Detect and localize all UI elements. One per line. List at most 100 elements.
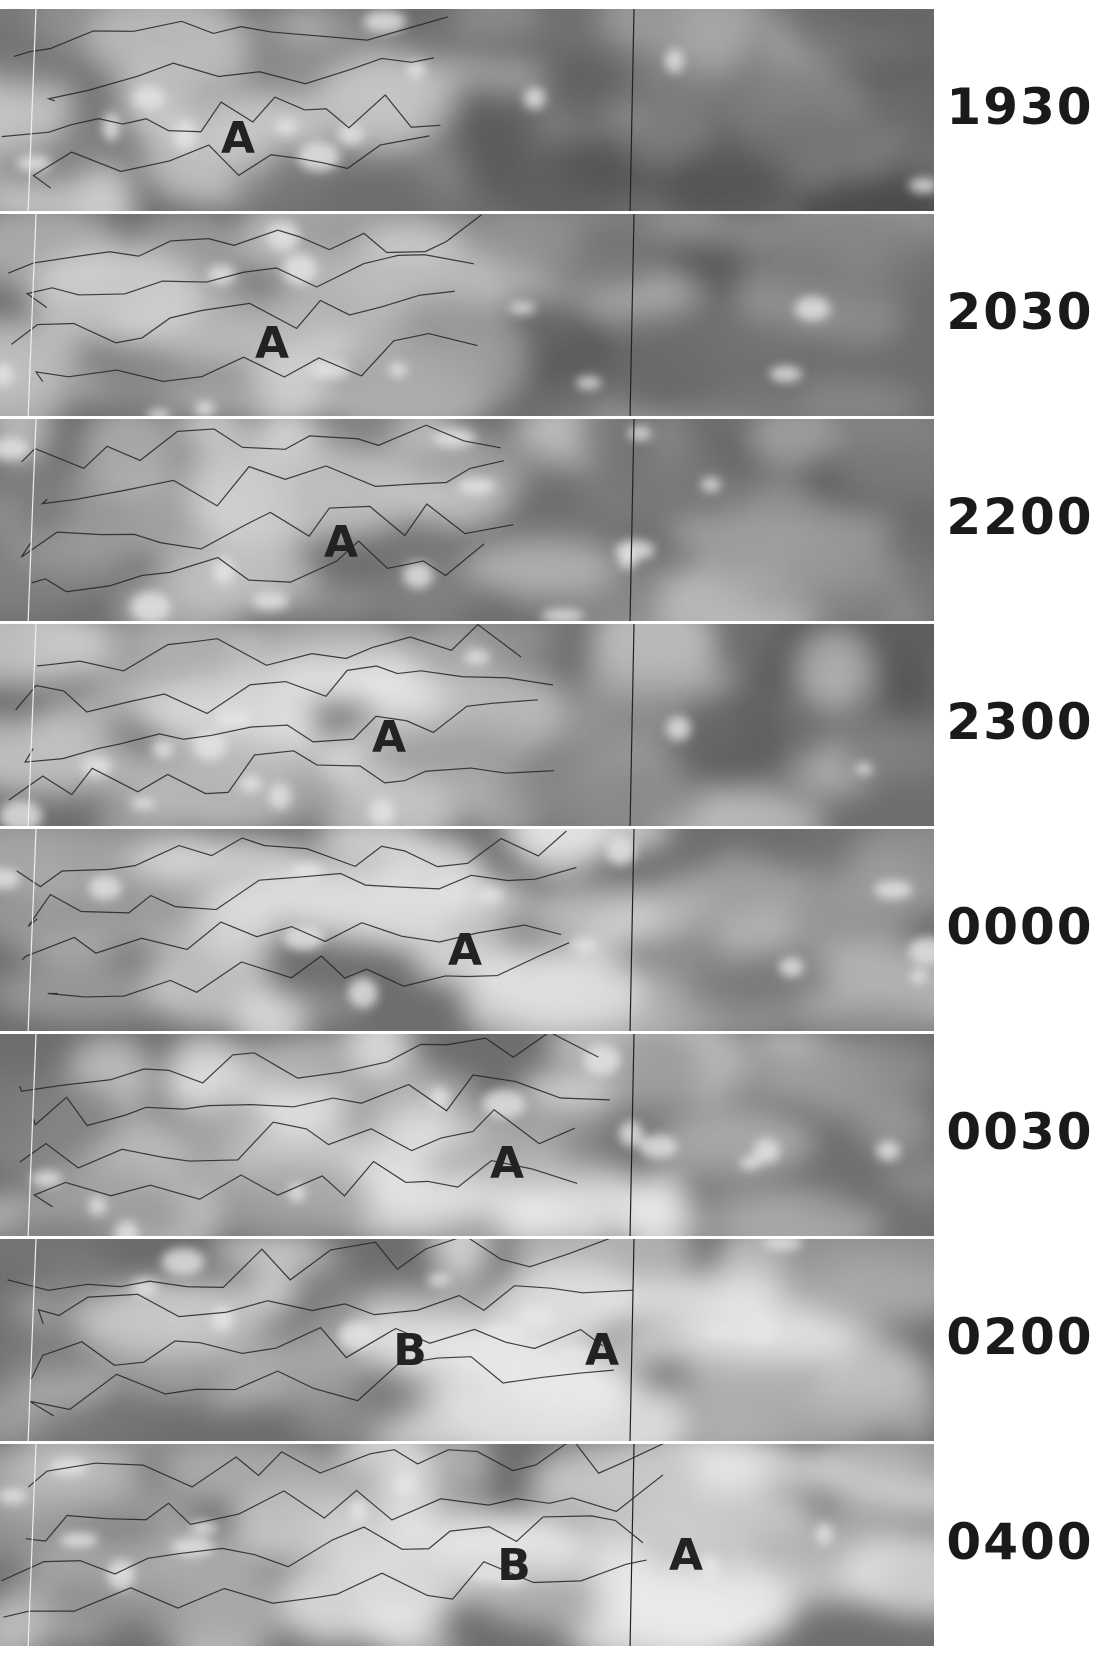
cloud: [551, 887, 627, 918]
feature-marker: A: [669, 1530, 703, 1581]
cloud-spot: [252, 591, 289, 610]
cloud: [156, 535, 318, 614]
cloud: [161, 1437, 338, 1505]
panel-content: [0, 180, 952, 455]
cloud: [377, 1450, 438, 1543]
cloud-spot: [908, 937, 947, 965]
cloud: [162, 382, 279, 418]
cloud-spot: [152, 739, 174, 759]
time-label: 0030: [946, 1103, 1093, 1161]
cloud-spot: [102, 112, 120, 141]
panel-content: [0, 1195, 1014, 1472]
image-panel: A: [0, 789, 1000, 1064]
cloud: [779, 549, 845, 587]
cloud-spot: [131, 797, 156, 810]
cloud: [42, 1506, 163, 1551]
cloud-spot: [910, 969, 928, 984]
panel-content: [0, 789, 1000, 1064]
time-label: 1930: [946, 78, 1093, 136]
cloud-spot: [753, 1138, 780, 1163]
satellite-figure: A1930A2030A2200A2300A0000A0030BA0200BA04…: [0, 0, 1107, 1663]
cloud-spot: [481, 1322, 525, 1352]
cloud: [226, 1127, 416, 1165]
time-label: 2030: [946, 283, 1093, 341]
feature-marker: B: [393, 1325, 427, 1376]
cloud-spot: [795, 296, 831, 321]
cloud-spot: [665, 49, 684, 73]
cloud: [464, 543, 618, 596]
feature-marker: A: [585, 1325, 619, 1376]
cloud-spot: [464, 649, 490, 665]
cloud-spot: [524, 87, 546, 109]
cloud-spot: [666, 716, 691, 741]
cloud-spot: [16, 155, 51, 173]
cloud-spot: [476, 888, 503, 902]
cloud-spot: [338, 124, 364, 145]
time-label: 0000: [946, 898, 1093, 956]
cloud-spot: [162, 1248, 205, 1276]
cloud-spot: [107, 1559, 135, 1589]
cloud-spot: [583, 1045, 621, 1076]
cloud-spot: [394, 1475, 416, 1496]
cloud: [780, 1038, 939, 1101]
cloud: [28, 246, 204, 345]
cloud-spot: [705, 1326, 744, 1339]
time-label: 2300: [946, 693, 1093, 751]
cloud-spot: [0, 800, 43, 832]
panel-content: [0, 378, 1008, 655]
cloud-spot: [298, 142, 340, 172]
feature-marker: A: [221, 113, 255, 164]
cloud-spot: [282, 254, 317, 285]
cloud-spot: [509, 302, 536, 314]
cloud-spot: [770, 366, 802, 382]
cloud-spot: [215, 709, 252, 728]
cloud-spot: [576, 376, 602, 389]
time-label: 0400: [946, 1513, 1093, 1571]
cloud: [829, 407, 1008, 501]
cloud-spot: [193, 730, 227, 761]
cloud: [354, 227, 465, 261]
cloud-spot: [572, 938, 597, 953]
cloud-spot: [50, 1458, 88, 1476]
cloud-spot: [433, 430, 475, 448]
cloud-spot: [309, 360, 350, 379]
cloud-spot: [173, 120, 196, 151]
cloud-spot: [816, 1523, 833, 1546]
time-label: 2200: [946, 488, 1093, 546]
cloud: [550, 773, 704, 837]
image-panel: A: [0, 378, 1008, 655]
cloud: [253, 626, 410, 668]
cloud-spot: [283, 925, 324, 951]
cloud: [603, 1027, 704, 1111]
cloud: [745, 212, 937, 302]
cloud-spot: [606, 837, 636, 865]
cloud: [380, 548, 471, 636]
cloud-spot: [266, 222, 299, 251]
cloud-spot: [211, 1306, 234, 1332]
cloud-spot: [194, 401, 215, 417]
cloud: [684, 858, 807, 922]
cloud: [879, 657, 940, 723]
cloud-spot: [403, 562, 433, 589]
time-label: 0200: [946, 1308, 1093, 1366]
cloud-spot: [855, 763, 872, 775]
feature-marker: A: [255, 318, 289, 369]
cloud-spot: [428, 1273, 450, 1286]
cloud-spot: [269, 783, 291, 809]
cloud-spot: [874, 880, 913, 899]
cloud: [7, 448, 76, 539]
cloud-spot: [207, 265, 236, 285]
cloud: [457, 1154, 638, 1189]
cloud-spot: [701, 477, 721, 492]
cloud-spot: [619, 1121, 644, 1148]
cloud: [592, 1541, 659, 1628]
cloud: [362, 675, 446, 715]
feature-marker: A: [448, 925, 482, 976]
cloud: [52, 1159, 178, 1250]
cloud-spot: [364, 10, 407, 33]
cloud-spot: [132, 86, 166, 110]
cloud-spot: [288, 1182, 306, 1202]
cloud-spot: [909, 178, 938, 193]
feature-marker: A: [490, 1138, 524, 1189]
cloud-spot: [541, 609, 584, 624]
